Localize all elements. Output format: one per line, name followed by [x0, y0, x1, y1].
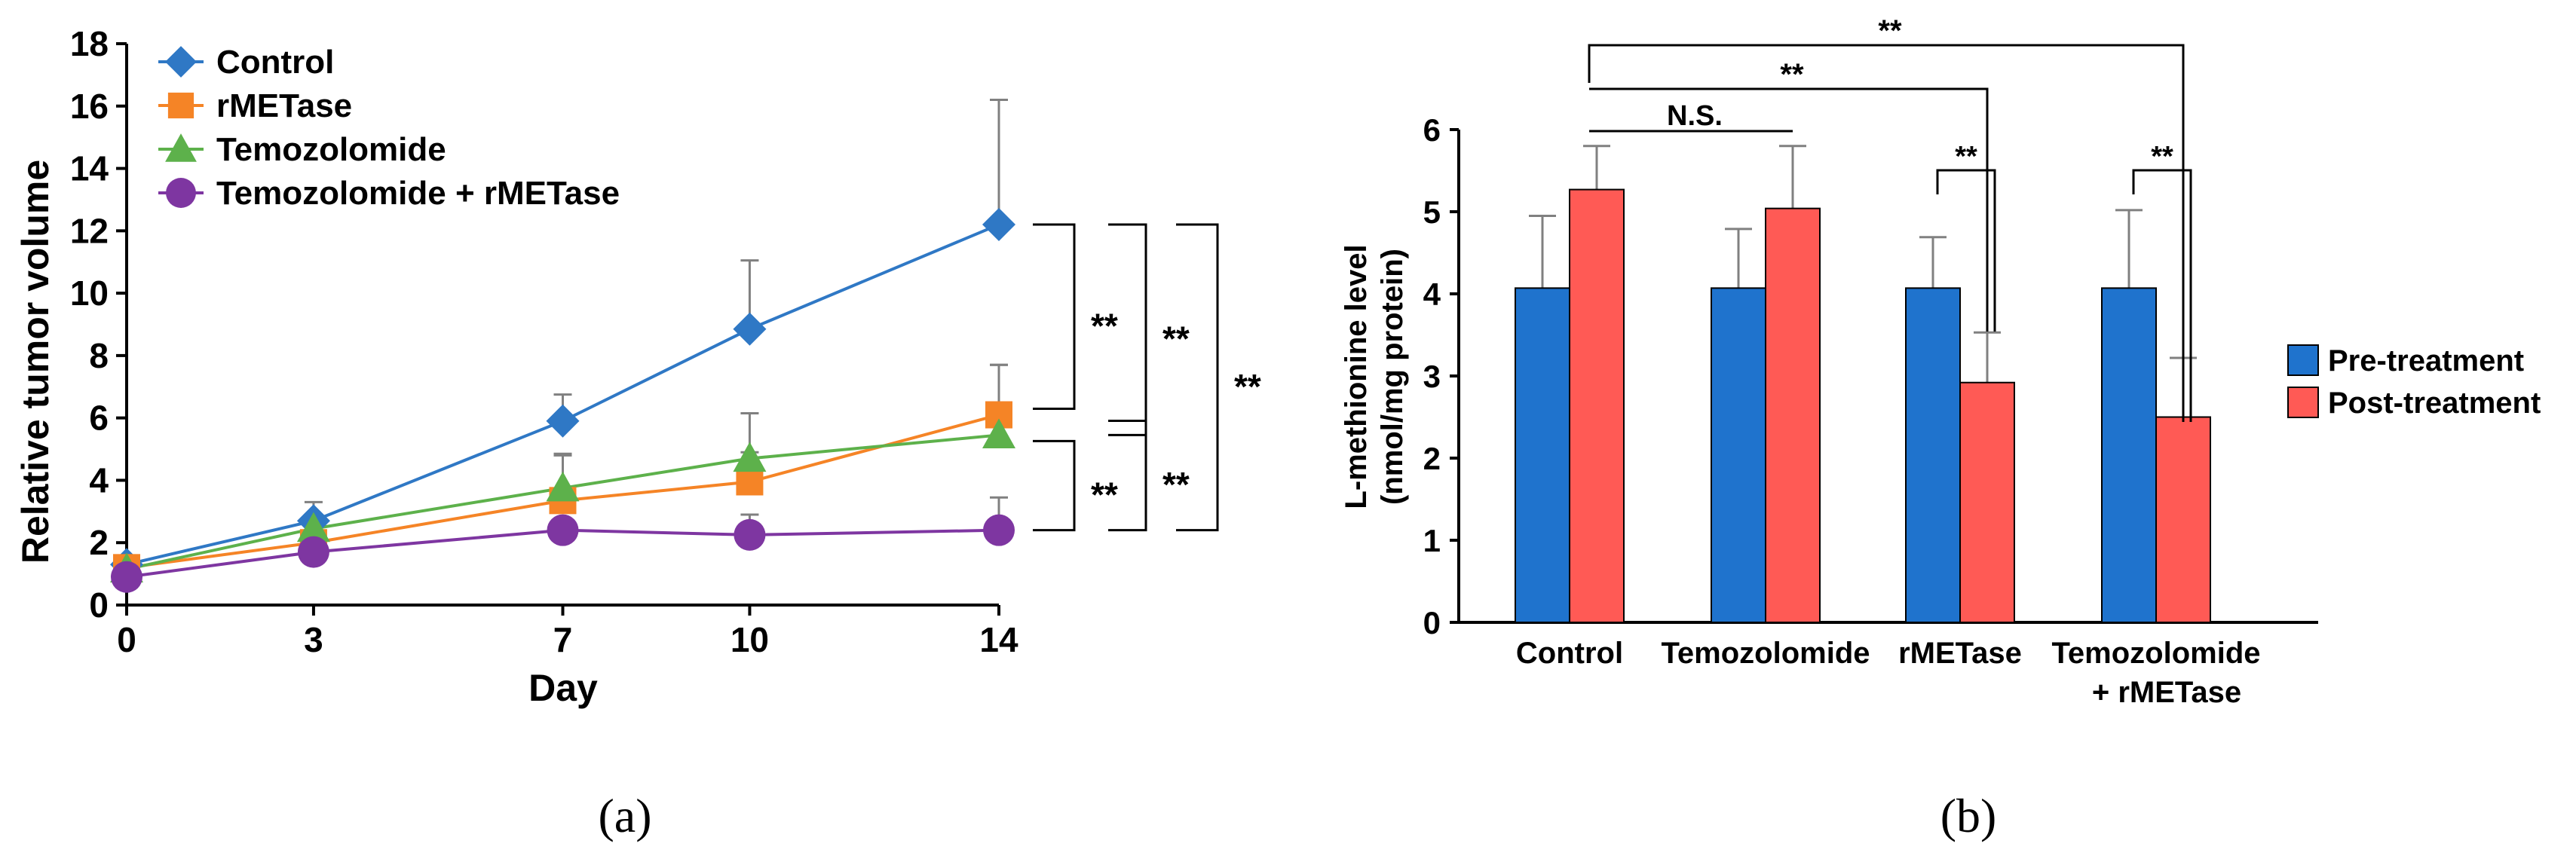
- panel-a-legend: Control rMETase Temozolomide Temozolomide +…: [158, 44, 620, 212]
- panel-a-y-tick-label: 4: [89, 460, 109, 500]
- panel-b-significance-bracket: [1588, 44, 2185, 422]
- panel-b-x-tick-label: rMETase: [1898, 637, 2022, 670]
- panel-a-point: [734, 518, 766, 551]
- panel-a-significance-label: **: [1091, 306, 1118, 345]
- panel-b-error-bars: [1529, 145, 2197, 417]
- panel-b-legend-label: Pre-treatment: [2328, 344, 2524, 377]
- panel-a-y-axis-label: Relative tumor volume: [14, 160, 57, 564]
- panel-a-x-tick-label: 7: [553, 620, 573, 659]
- panel-a-y-tick-label: 6: [89, 399, 109, 438]
- panel-b-significance-label: N.S.: [1667, 100, 1723, 132]
- panel-a-x-tick-label: 3: [304, 620, 323, 659]
- panel-a-y-tick-label: 18: [70, 24, 109, 63]
- panel-b-significance: ** ** N.S. ** **: [1588, 14, 2192, 422]
- panel-b-x-tick-label: Temozolomide: [2051, 637, 2260, 670]
- panel-b-bar-post: [1569, 188, 1625, 623]
- panel-a-point: [983, 514, 1015, 546]
- panel-a-x-tick-label: 0: [117, 620, 136, 659]
- panel-a-y-tick-label: 12: [70, 211, 109, 250]
- panel-b-bar-post: [1765, 207, 1821, 623]
- panel-b-x-tick-label: Control: [1516, 637, 1623, 670]
- panel-a-x-tick-label: 10: [731, 620, 769, 659]
- panel-b-significance-bracket: [1936, 169, 1996, 332]
- panel-b-bar-pre: [1905, 287, 1961, 623]
- panel-a-markers: [110, 208, 1015, 593]
- panel-b-legend-swatch: [2287, 344, 2319, 376]
- panel-b-bar-pre: [2101, 287, 2157, 623]
- panel-a-point: [111, 561, 142, 593]
- panel-b-bars: [1515, 188, 2211, 623]
- panel-a-x-tick-label: 14: [979, 620, 1018, 659]
- panel-b-significance-label: **: [1878, 14, 1902, 47]
- panel-b-y-tick-label: 2: [1423, 441, 1441, 476]
- panel-a-point: [982, 418, 1015, 449]
- panel-a-point: [297, 536, 329, 568]
- panel-b-y-tick-label: 5: [1423, 194, 1441, 230]
- panel-a-point: [546, 404, 580, 438]
- panel-a-significance-label: **: [1162, 465, 1190, 504]
- panel-b-y-axis-label-line1: L-methionine level: [1340, 244, 1373, 509]
- panel-a-significance-bracket: [1033, 223, 1076, 411]
- panel-a-y-tick-label: 16: [70, 87, 109, 126]
- panel-b-x-tick-label: Temozolomide: [1661, 637, 1870, 670]
- panel-b-bar-post: [1959, 381, 2015, 623]
- panel-a-significance-label: **: [1162, 319, 1190, 359]
- panel-b-significance-label: **: [2151, 141, 2173, 173]
- panel-a-significance: ** ** ** ** **: [1033, 223, 1261, 532]
- panel-b-bar-post: [2155, 416, 2211, 623]
- panel-a-legend-label: Temozolomide + rMETase: [216, 175, 620, 212]
- panel-a-legend-label: Control: [216, 44, 334, 81]
- panel-a-significance-label: **: [1234, 367, 1261, 406]
- panel-a-point: [982, 208, 1015, 242]
- panel-b-y-tick-label: 6: [1423, 112, 1441, 148]
- panel-a-legend-label: rMETase: [216, 87, 352, 124]
- panel-a-y-tick-label: 0: [89, 585, 109, 625]
- panel-b-bar-pre: [1515, 287, 1570, 623]
- panel-a-legend-marker: [165, 46, 197, 78]
- panel-a-y-tick-label: 2: [89, 523, 109, 562]
- panel-a-legend-marker: [165, 133, 197, 162]
- panel-a-point: [733, 442, 767, 472]
- panel-b-significance-bracket: [1589, 87, 1989, 332]
- panel-b-y-axis-label-line2: (nmol/mg protein): [1376, 249, 1409, 505]
- panel-a-significance-label: **: [1091, 475, 1118, 515]
- panel-a-x-axis-label: Day: [528, 667, 598, 709]
- panel-b-significance-bracket: [2132, 169, 2192, 422]
- panel-a-legend-label: Temozolomide: [216, 131, 446, 168]
- caption-b: (b): [1940, 789, 1997, 842]
- panel-b-y-tick-label: 3: [1423, 359, 1441, 394]
- panel-b-y-tick-label: 0: [1423, 605, 1441, 640]
- panel-a-point: [733, 312, 767, 346]
- panel-b-x-tick-label-line2: + rMETase: [2092, 676, 2241, 709]
- caption-a: (a): [598, 789, 651, 842]
- panel-b-legend-label: Post-treatment: [2328, 387, 2541, 420]
- panel-b-bar-pre: [1711, 287, 1766, 623]
- panel-a-y-tick-label: 10: [70, 274, 109, 313]
- panel-a-axes: [116, 42, 1000, 616]
- panel-a-significance-bracket: [1108, 223, 1147, 436]
- panel-a-significance-bracket: [1176, 223, 1219, 532]
- panel-a-significance-bracket: [1033, 439, 1076, 532]
- panel-a-y-tick-label: 8: [89, 336, 109, 375]
- panel-a-line-chart: 0 2 4 6 8 10 12 14 16 18 0 3 7 10 14 ** ** ** ** ** Contro…: [14, 24, 1261, 709]
- panel-a-point: [547, 514, 579, 546]
- panel-b-legend-swatch: [2287, 387, 2319, 418]
- panel-b-significance-label: **: [1955, 141, 1977, 173]
- panel-a-point: [546, 471, 580, 502]
- panel-b-bar-chart: 0 1 2 3 4 5 6 Control Temozolomide rMETase Temozol…: [1340, 14, 2541, 709]
- panel-b-y-tick-label: 4: [1423, 277, 1441, 312]
- panel-a-legend-marker: [167, 92, 195, 119]
- panel-a-legend-marker: [166, 178, 196, 208]
- panel-b-legend: Pre-treatment Post-treatment: [2287, 344, 2541, 420]
- panel-b-y-tick-label: 1: [1423, 523, 1441, 558]
- panel-a-tick-labels: 0 2 4 6 8 10 12 14 16 18 0 3 7 10 14: [70, 24, 1018, 659]
- panel-a-significance-bracket: [1108, 420, 1147, 532]
- panel-b-significance-label: **: [1780, 58, 1804, 91]
- panel-b-tick-labels: 0 1 2 3 4 5 6 Control Temozolomide rMETase Temozol…: [1423, 112, 2261, 709]
- panel-a-point: [296, 512, 330, 542]
- panel-a-y-tick-label: 14: [70, 149, 109, 188]
- panel-a-point: [736, 468, 764, 496]
